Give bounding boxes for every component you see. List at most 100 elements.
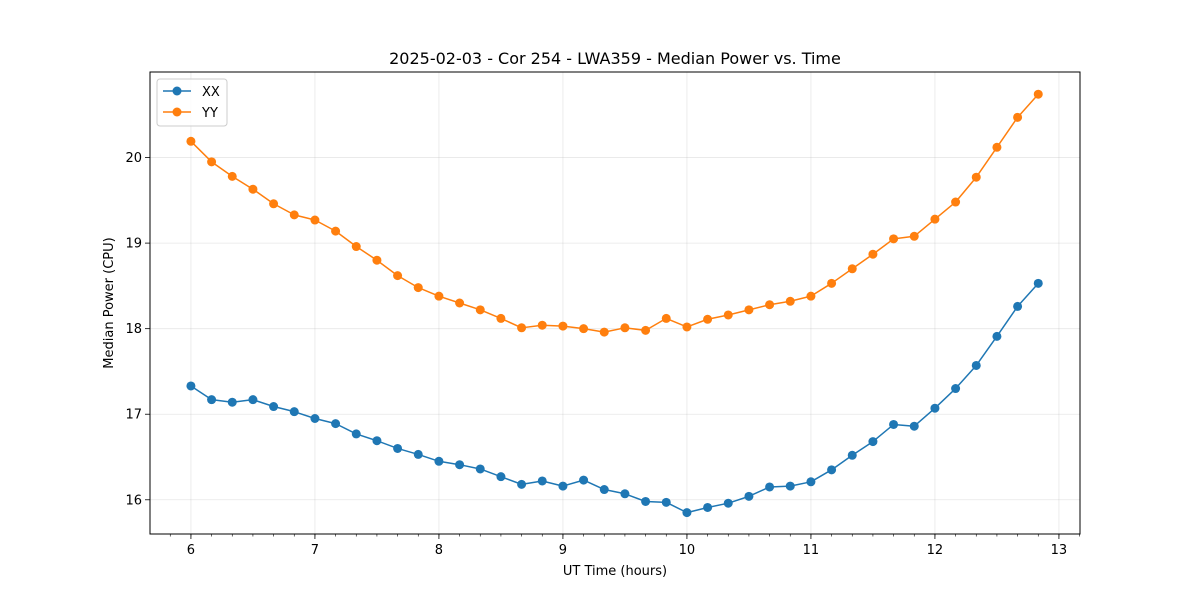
data-point-xx xyxy=(620,489,630,499)
data-point-yy xyxy=(682,322,692,332)
legend-marker-xx xyxy=(172,86,182,96)
legend: XX YY xyxy=(156,78,228,127)
data-point-xx xyxy=(992,331,1002,341)
data-point-xx xyxy=(269,402,279,412)
data-point-xx xyxy=(372,436,382,446)
data-point-yy xyxy=(889,234,899,244)
legend-label-xx: XX xyxy=(202,85,220,100)
data-point-yy xyxy=(641,325,651,335)
data-point-xx xyxy=(434,456,444,466)
data-point-xx xyxy=(1013,301,1023,311)
data-point-xx xyxy=(703,502,713,512)
data-point-yy xyxy=(951,197,961,207)
data-point-yy xyxy=(558,321,568,331)
data-point-xx xyxy=(765,482,775,492)
data-point-yy xyxy=(992,142,1002,152)
legend-marker-yy xyxy=(172,107,182,117)
data-point-yy xyxy=(806,291,816,301)
x-tick-label: 13 xyxy=(1051,543,1068,558)
y-tick-label: 18 xyxy=(125,322,142,337)
data-point-xx xyxy=(496,472,506,482)
grid xyxy=(150,72,1080,534)
y-axis-label: Median Power (CPU) xyxy=(102,237,117,368)
data-point-xx xyxy=(455,460,465,470)
data-point-xx xyxy=(227,397,237,407)
data-point-yy xyxy=(393,271,403,281)
data-point-xx xyxy=(393,443,403,453)
plot-frame xyxy=(149,71,1081,535)
data-point-yy xyxy=(785,296,795,306)
data-point-xx xyxy=(558,481,568,491)
data-point-yy xyxy=(434,291,444,301)
data-point-xx xyxy=(186,381,196,391)
x-tick-label: 7 xyxy=(311,543,319,558)
data-point-xx xyxy=(475,464,485,474)
data-point-yy xyxy=(599,327,609,337)
data-point-xx xyxy=(930,403,940,413)
data-point-yy xyxy=(661,313,671,323)
data-point-xx xyxy=(537,476,547,486)
data-point-xx xyxy=(868,437,878,447)
data-point-yy xyxy=(909,231,919,241)
y-tick-label: 16 xyxy=(125,493,142,508)
data-point-xx xyxy=(248,395,258,405)
data-point-yy xyxy=(331,226,341,236)
data-point-xx xyxy=(889,419,899,429)
x-tick-label: 6 xyxy=(187,543,195,558)
data-point-yy xyxy=(207,157,217,167)
x-tick-label: 8 xyxy=(435,543,443,558)
data-point-xx xyxy=(785,481,795,491)
legend-label-yy: YY xyxy=(201,106,218,121)
data-point-xx xyxy=(723,498,733,508)
data-point-xx xyxy=(682,508,692,518)
data-point-xx xyxy=(661,497,671,507)
data-point-yy xyxy=(847,264,857,274)
data-point-yy xyxy=(227,171,237,181)
data-point-yy xyxy=(579,324,589,334)
x-axis-label: UT Time (hours) xyxy=(563,564,667,579)
data-point-yy xyxy=(269,199,279,209)
data-point-xx xyxy=(806,477,816,487)
data-point-xx xyxy=(599,485,609,495)
data-point-yy xyxy=(620,323,630,333)
data-point-yy xyxy=(496,313,506,323)
data-point-xx xyxy=(827,465,837,475)
data-point-xx xyxy=(847,450,857,460)
data-point-xx xyxy=(909,421,919,431)
data-point-yy xyxy=(310,215,320,225)
y-tick-label: 19 xyxy=(125,237,142,252)
data-point-xx xyxy=(641,496,651,506)
data-point-yy xyxy=(413,283,423,293)
data-point-xx xyxy=(517,479,527,489)
chart-title: 2025-02-03 - Cor 254 - LWA359 - Median P… xyxy=(389,49,841,68)
y-tick-label: 20 xyxy=(125,151,142,166)
data-point-yy xyxy=(455,298,465,308)
data-point-yy xyxy=(744,305,754,315)
data-point-yy xyxy=(868,249,878,259)
data-point-yy xyxy=(475,305,485,315)
data-point-xx xyxy=(289,407,299,417)
data-point-yy xyxy=(351,242,361,252)
data-point-xx xyxy=(207,395,217,405)
data-point-yy xyxy=(186,136,196,146)
data-point-yy xyxy=(703,314,713,324)
data-point-xx xyxy=(951,384,961,394)
x-tick-label: 10 xyxy=(679,543,696,558)
x-tick-label: 11 xyxy=(803,543,820,558)
data-point-yy xyxy=(765,300,775,310)
series-layer xyxy=(186,89,1043,518)
data-point-xx xyxy=(331,419,341,429)
data-point-yy xyxy=(372,255,382,265)
data-point-yy xyxy=(930,214,940,224)
data-point-yy xyxy=(723,310,733,320)
data-point-yy xyxy=(1013,112,1023,122)
data-point-yy xyxy=(248,184,258,194)
data-point-xx xyxy=(413,449,423,459)
data-point-xx xyxy=(971,360,981,370)
data-point-xx xyxy=(744,491,754,501)
data-point-yy xyxy=(1033,89,1043,99)
x-tick-label: 12 xyxy=(927,543,944,558)
data-point-xx xyxy=(351,429,361,439)
x-tick-label: 9 xyxy=(559,543,567,558)
